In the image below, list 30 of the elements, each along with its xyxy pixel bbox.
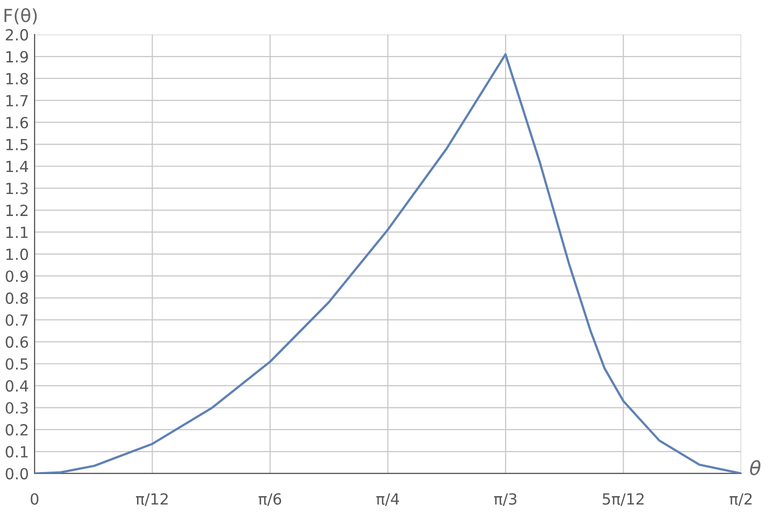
y-tick-label: 1.4 [6,160,28,172]
y-tick-label: 2.0 [6,29,28,41]
x-tick-label: π/12 [136,493,168,506]
y-tick-label: 1.6 [6,116,28,128]
y-tick-label: 0.1 [6,446,28,458]
y-tick-label: 1.5 [6,138,28,150]
y-tick-label: 1.9 [6,50,28,63]
y-tick-label: 0.2 [6,424,28,436]
y-tick-label: 1.0 [6,248,28,260]
y-tick-label: 0.3 [6,402,28,414]
y-tick-label: 1.8 [6,72,28,84]
y-tick-label: 1.2 [6,204,28,216]
x-tick-label: π/2 [730,493,752,506]
y-tick-label: 0.4 [6,380,28,392]
y-tick-label: 1.7 [6,95,28,106]
x-tick-label: 0 [30,493,38,505]
y-tick-label: 1.1 [6,226,28,238]
x-tick-label: π/4 [376,493,400,506]
y-tick-label: 0.5 [6,358,28,370]
x-axis-title: θ [750,460,760,476]
y-tick-label: 0.8 [6,292,28,304]
y-tick-label: 0.9 [6,270,28,282]
x-tick-label: 5π/12 [602,493,644,506]
y-tick-label: 1.3 [6,182,28,194]
x-tick-label: π/3 [494,493,516,506]
y-tick-label: 0.0 [6,468,28,480]
y-tick-label: 0.7 [6,314,28,326]
y-axis-title: F(θ) [4,8,37,24]
x-tick-label: π/6 [258,493,282,506]
y-tick-label: 0.6 [6,336,28,348]
